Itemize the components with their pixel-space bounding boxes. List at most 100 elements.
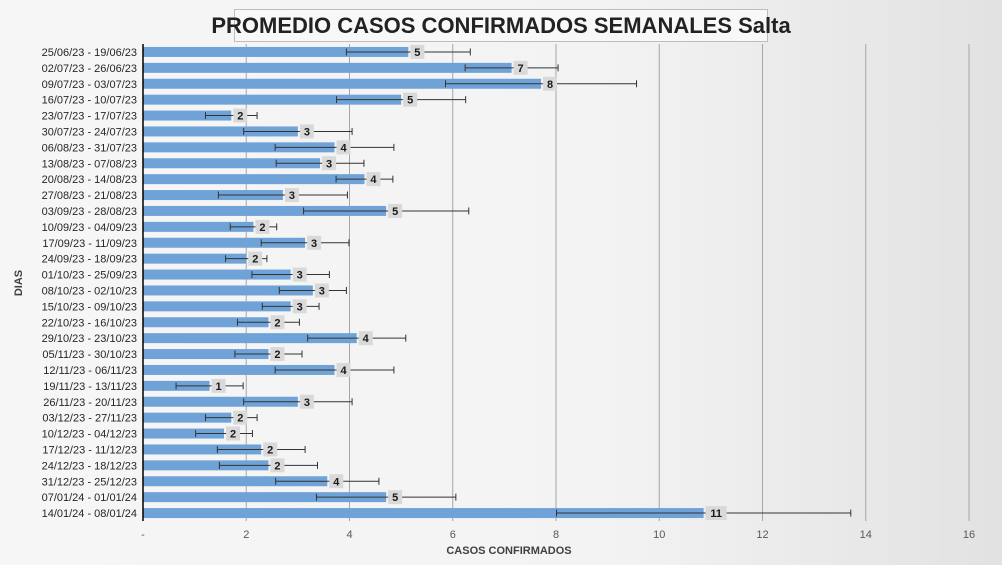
x-tick-label: - (141, 529, 145, 541)
data-label: 2 (267, 444, 273, 456)
category-label: 09/07/23 - 03/07/23 (42, 79, 137, 91)
bar (143, 285, 313, 296)
data-label: 2 (230, 429, 236, 441)
category-label: 03/12/23 - 27/11/23 (42, 413, 137, 425)
y-axis-title: DIAS (13, 270, 25, 296)
bar (143, 412, 232, 423)
data-label-background (358, 331, 373, 346)
category-label: 26/11/23 - 20/11/23 (43, 397, 137, 409)
bar (143, 444, 262, 455)
data-label-background (248, 251, 263, 266)
data-label: 2 (252, 254, 258, 266)
data-label: 5 (392, 206, 398, 218)
data-label: 11 (710, 508, 722, 520)
bar (143, 253, 247, 264)
data-label-background (336, 362, 351, 377)
bar (143, 237, 306, 248)
bar (143, 301, 291, 312)
data-label: 3 (311, 238, 317, 250)
category-label: 20/08/23 - 14/08/23 (42, 174, 137, 186)
bar (143, 46, 409, 57)
category-label: 15/10/23 - 09/10/23 (42, 301, 137, 313)
data-label-background (410, 44, 425, 59)
category-label: 30/07/23 - 24/07/23 (42, 126, 137, 138)
data-label: 1 (216, 381, 222, 393)
chart-title: PROMEDIO CASOS CONFIRMADOS SEMANALES Sal… (211, 9, 791, 42)
data-label: 8 (547, 79, 553, 91)
bar (143, 349, 269, 360)
bar (143, 110, 232, 121)
data-label: 3 (297, 270, 303, 282)
data-label: 3 (289, 190, 295, 202)
category-label: 22/10/23 - 16/10/23 (42, 317, 137, 329)
category-label: 08/10/23 - 02/10/23 (42, 285, 137, 297)
data-label-background (307, 235, 322, 250)
category-label: 17/12/23 - 11/12/23 (42, 444, 137, 456)
category-label: 23/07/23 - 17/07/23 (42, 111, 137, 123)
bar (143, 126, 298, 137)
bar (143, 460, 269, 471)
category-label: 24/12/23 - 18/12/23 (42, 460, 137, 472)
category-label: 06/08/23 - 31/07/23 (42, 142, 137, 154)
category-label: 10/09/23 - 04/09/23 (42, 222, 137, 234)
data-label-background (336, 140, 351, 155)
bar (143, 396, 298, 407)
bar (143, 476, 328, 487)
data-label-background (270, 458, 285, 473)
data-label-background (255, 219, 270, 234)
data-label: 4 (370, 174, 377, 186)
data-label: 2 (237, 111, 243, 123)
x-tick-label: 2 (243, 529, 249, 541)
category-label: 10/12/23 - 04/12/23 (42, 429, 137, 441)
data-label: 3 (304, 397, 310, 409)
data-label-background (292, 267, 307, 282)
data-label-background (284, 188, 299, 203)
x-tick-label: 8 (553, 529, 559, 541)
x-axis-title: CASOS CONFIRMADOS (446, 545, 571, 557)
category-label: 24/09/23 - 18/09/23 (42, 254, 137, 266)
category-label: 03/09/23 - 28/08/23 (42, 206, 137, 218)
data-label: 3 (304, 126, 310, 138)
data-label-background (270, 315, 285, 330)
category-label: 12/11/23 - 06/11/23 (43, 365, 137, 377)
bar (143, 333, 357, 344)
data-label-background (543, 76, 558, 91)
data-label-background (513, 60, 528, 75)
x-tick-label: 14 (860, 529, 872, 541)
data-label: 7 (518, 63, 524, 75)
data-label: 2 (274, 317, 280, 329)
data-label: 5 (392, 492, 398, 504)
data-label: 2 (237, 413, 243, 425)
data-label-background (366, 172, 381, 187)
data-label-background (299, 124, 314, 139)
category-label: 16/07/23 - 10/07/23 (42, 95, 137, 107)
x-tick-label: 6 (450, 529, 456, 541)
bar (143, 364, 335, 375)
bar (143, 142, 335, 153)
bar (143, 94, 402, 105)
category-label: 31/12/23 - 25/12/23 (42, 476, 137, 488)
x-tick-label: 16 (963, 529, 975, 541)
category-label: 14/01/24 - 08/01/24 (42, 508, 137, 520)
category-label: 19/11/23 - 13/11/23 (43, 381, 137, 393)
bar (143, 205, 387, 216)
data-label: 4 (333, 476, 340, 488)
x-tick-label: 4 (346, 529, 352, 541)
data-label-background (233, 108, 248, 123)
category-label: 13/08/23 - 07/08/23 (42, 158, 137, 170)
data-label: 4 (363, 333, 370, 345)
bar (143, 190, 283, 201)
data-label-background (403, 92, 418, 107)
data-label-background (292, 299, 307, 314)
bar (143, 158, 321, 169)
data-label-background (270, 347, 285, 362)
data-label: 3 (297, 301, 303, 313)
data-label-background (226, 426, 241, 441)
x-tick-label: 12 (756, 529, 768, 541)
data-label: 5 (414, 47, 420, 59)
bar (143, 221, 254, 232)
category-label: 25/06/23 - 19/06/23 (42, 47, 137, 59)
data-label: 4 (340, 365, 347, 377)
data-label: 3 (326, 158, 332, 170)
